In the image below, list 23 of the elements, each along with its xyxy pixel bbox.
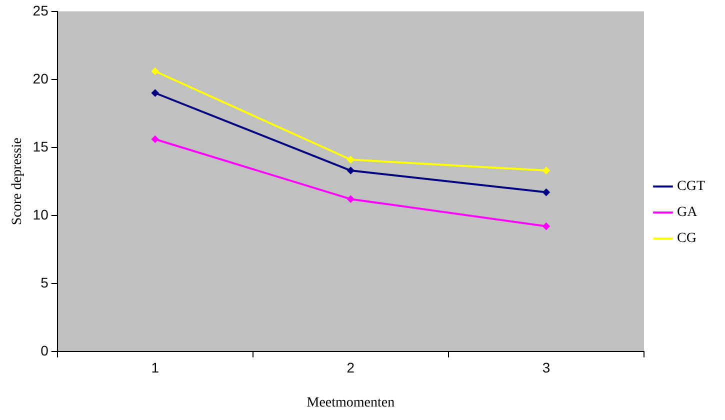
x-tick-label: 1 (151, 360, 160, 376)
y-axis-title: Score depressie (10, 138, 26, 226)
y-tick-label: 20 (32, 70, 49, 86)
point (152, 68, 159, 75)
legend-label: GA (677, 205, 698, 220)
point (347, 196, 354, 203)
x-tick-label: 2 (346, 360, 355, 376)
y-tick-label: 0 (40, 342, 49, 358)
point (347, 167, 354, 174)
y-tick-label: 25 (32, 2, 49, 18)
point (542, 167, 550, 174)
x-axis-title: Meetmomenten (306, 395, 395, 410)
point (152, 136, 159, 143)
x-tick-label: 3 (542, 360, 550, 376)
y-tick-label: 15 (32, 138, 49, 154)
y-tick-label: 10 (32, 206, 49, 222)
y-tick-label: 5 (40, 274, 49, 290)
legend-label: CG (677, 231, 696, 246)
point (542, 222, 550, 230)
point (152, 90, 159, 96)
legend-label: CGT (677, 179, 706, 194)
point (542, 188, 550, 196)
point (347, 156, 354, 164)
